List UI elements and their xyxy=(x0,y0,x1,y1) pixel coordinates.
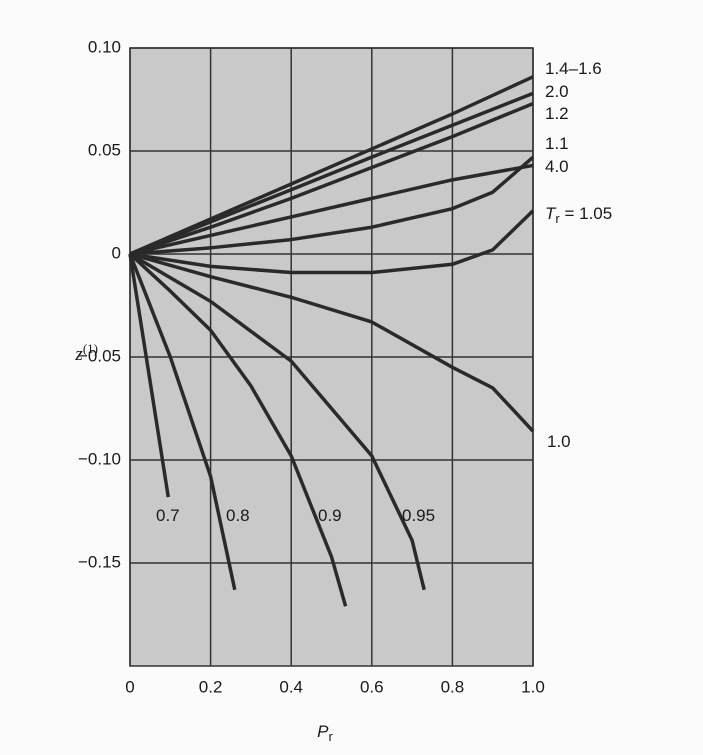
series-label: 2.0 xyxy=(545,82,569,101)
x-tick-label: 0.8 xyxy=(441,677,465,696)
x-tick-label: 0 xyxy=(125,677,134,696)
y-axis-label-sup: (1) xyxy=(83,341,98,356)
series-label: 1.4–1.6 xyxy=(545,59,602,78)
y-tick-label: 0.05 xyxy=(88,140,121,159)
series-line xyxy=(129,209,535,275)
series-line xyxy=(129,252,426,591)
y-axis-label-base: z xyxy=(74,344,83,365)
series-line xyxy=(129,91,534,256)
series-label: 1.2 xyxy=(545,104,569,123)
series-line xyxy=(128,252,348,607)
y-tick-label: −0.05 xyxy=(78,346,121,365)
series-label: 1.0 xyxy=(547,432,571,451)
series-name: 1.2 xyxy=(545,104,569,123)
series-line xyxy=(128,253,237,591)
series-name: 2.0 xyxy=(545,82,569,101)
plot-frame xyxy=(129,47,534,667)
series-label: 1.1 xyxy=(545,134,569,153)
x-tick-label: 0.6 xyxy=(360,677,384,696)
x-tick-label: 0.4 xyxy=(279,677,303,696)
series-line xyxy=(129,252,535,433)
series-name: 0.7 xyxy=(156,506,180,525)
series-line xyxy=(129,163,534,256)
y-tick-label: −0.10 xyxy=(78,449,121,468)
series-label: 4.0 xyxy=(545,157,569,176)
series-label: 0.95 xyxy=(402,506,435,525)
x-tick-label: 0.2 xyxy=(199,677,223,696)
series-name: 1.1 xyxy=(545,134,569,153)
series-label: 0.8 xyxy=(226,506,250,525)
series-line xyxy=(129,75,534,256)
x-axis-label-base: P xyxy=(317,722,329,741)
series-line xyxy=(129,155,535,256)
series-symbol-sub: r xyxy=(555,211,560,226)
series-name: 0.95 xyxy=(402,506,435,525)
y-tick-label: 0.10 xyxy=(88,37,121,56)
x-axis-label: Pr xyxy=(317,722,333,744)
series-name: 1.4–1.6 xyxy=(545,59,602,78)
y-tick-label: 0 xyxy=(112,243,121,262)
y-tick-label: −0.15 xyxy=(78,552,121,571)
series-symbol: T xyxy=(545,204,557,223)
y-axis-label: z(1) xyxy=(74,341,98,365)
series-name: 0.9 xyxy=(318,506,342,525)
series-name: 1.05 xyxy=(579,204,612,223)
series-name: 4.0 xyxy=(545,157,569,176)
series-line xyxy=(129,102,534,256)
series-label: 0.7 xyxy=(156,506,180,525)
series-line xyxy=(128,253,171,498)
series-name: 1.0 xyxy=(547,432,571,451)
series-label: Tr = 1.05 xyxy=(545,204,612,226)
x-tick-label: 1.0 xyxy=(521,677,545,696)
series-name: 0.8 xyxy=(226,506,250,525)
series-symbol-eq: = xyxy=(560,204,579,223)
x-axis-label-sub: r xyxy=(329,729,334,744)
series-label: 0.9 xyxy=(318,506,342,525)
